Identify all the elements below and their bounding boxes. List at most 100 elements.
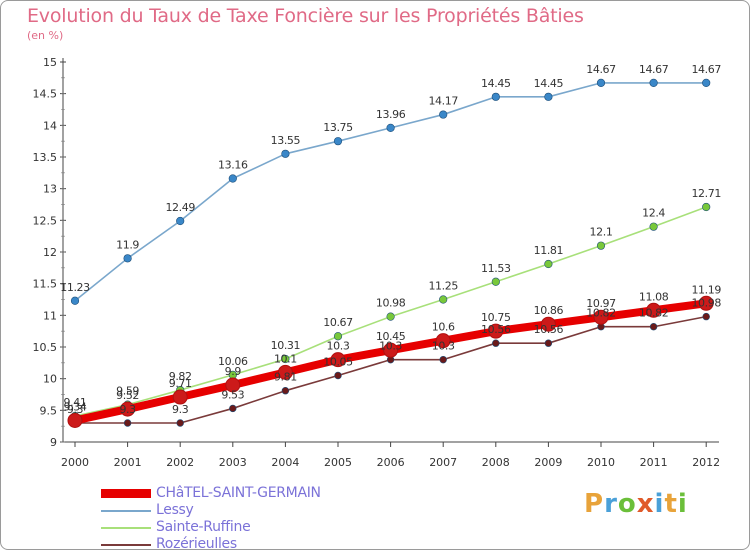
logo-letter: x bbox=[636, 489, 655, 519]
legend-swatch-rozerieulles bbox=[101, 544, 151, 546]
y-tick-label: 14 bbox=[43, 119, 57, 132]
data-point bbox=[649, 78, 658, 87]
data-point bbox=[439, 295, 448, 304]
data-label: 10.75 bbox=[481, 311, 511, 324]
data-label: 14.67 bbox=[691, 63, 721, 76]
data-label: 10.1 bbox=[274, 352, 297, 365]
data-point bbox=[330, 352, 346, 368]
x-tick-label: 2008 bbox=[482, 456, 510, 469]
data-point bbox=[439, 110, 448, 119]
data-label: 9.82 bbox=[169, 370, 192, 383]
data-point bbox=[225, 377, 241, 393]
y-tick-label: 10.5 bbox=[33, 341, 58, 354]
data-label: 11.53 bbox=[481, 262, 511, 275]
data-label: 13.16 bbox=[218, 159, 248, 172]
data-point bbox=[702, 78, 711, 87]
logo-letter: i bbox=[677, 489, 688, 519]
data-point bbox=[386, 312, 395, 321]
data-label: 11.81 bbox=[534, 244, 564, 257]
data-point bbox=[172, 389, 188, 405]
y-tick-label: 13.5 bbox=[33, 151, 58, 164]
x-tick-label: 2009 bbox=[534, 456, 562, 469]
data-label: 10.86 bbox=[534, 304, 564, 317]
data-point bbox=[281, 149, 290, 158]
data-point bbox=[702, 312, 710, 321]
data-label: 10.6 bbox=[432, 321, 455, 334]
data-point bbox=[435, 333, 451, 349]
data-point bbox=[333, 332, 343, 341]
data-point bbox=[492, 339, 500, 347]
y-tick-label: 9 bbox=[50, 436, 57, 449]
data-label: 10.31 bbox=[271, 339, 301, 352]
x-tick-label: 2007 bbox=[429, 456, 457, 469]
logo-letter: t bbox=[664, 489, 678, 519]
data-label: 11.9 bbox=[116, 238, 139, 251]
data-label: 10.56 bbox=[481, 323, 511, 336]
data-label: 11.25 bbox=[428, 280, 458, 293]
data-label: 12.1 bbox=[590, 226, 613, 239]
data-label: 10.67 bbox=[323, 316, 353, 329]
data-point bbox=[281, 354, 290, 364]
y-tick-label: 9.5 bbox=[40, 404, 58, 417]
data-label: 14.67 bbox=[586, 63, 616, 76]
data-label: 9.3 bbox=[172, 403, 189, 416]
data-point bbox=[649, 323, 658, 331]
data-label: 13.55 bbox=[271, 134, 301, 147]
data-point bbox=[67, 412, 83, 428]
data-label: 9.71 bbox=[169, 377, 192, 390]
data-label: 10.06 bbox=[218, 355, 248, 368]
legend-swatch-chatel bbox=[101, 489, 151, 498]
data-point bbox=[544, 259, 553, 269]
data-label: 9.59 bbox=[116, 385, 139, 398]
data-label: 10.82 bbox=[639, 307, 669, 320]
x-tick-label: 2006 bbox=[377, 456, 405, 469]
data-label: 9.81 bbox=[274, 371, 297, 384]
data-point bbox=[123, 419, 132, 427]
data-label: 9.53 bbox=[221, 388, 244, 401]
y-tick-label: 14.5 bbox=[33, 88, 58, 101]
legend-label-rozerieulles: Rozérieulles bbox=[156, 536, 237, 550]
data-point bbox=[540, 316, 556, 332]
x-tick-label: 2000 bbox=[61, 456, 89, 469]
data-point bbox=[488, 323, 504, 339]
data-point bbox=[386, 123, 395, 132]
x-tick-label: 2011 bbox=[640, 456, 668, 469]
x-tick-label: 2005 bbox=[324, 456, 352, 469]
y-tick-label: 12 bbox=[43, 246, 57, 259]
data-point bbox=[123, 254, 132, 263]
data-label: 10.3 bbox=[432, 340, 455, 353]
data-point bbox=[491, 277, 500, 286]
data-label: 14.17 bbox=[428, 95, 458, 108]
data-point bbox=[334, 371, 342, 380]
data-point bbox=[120, 401, 136, 417]
data-point bbox=[439, 355, 447, 364]
data-point bbox=[702, 202, 711, 212]
legend-swatch-lessy bbox=[101, 510, 151, 512]
x-tick-label: 2001 bbox=[114, 456, 142, 469]
y-tick-label: 11.5 bbox=[33, 278, 58, 291]
chart-title: Evolution du Taux de Taxe Foncière sur l… bbox=[27, 5, 584, 27]
logo-letter: P bbox=[584, 489, 605, 519]
data-label: 10.45 bbox=[376, 330, 406, 343]
legend-label-chatel: CHâTEL-SAINT-GERMAIN bbox=[156, 485, 321, 501]
data-label: 10.82 bbox=[586, 307, 616, 320]
data-point bbox=[176, 216, 185, 226]
data-point bbox=[646, 302, 662, 318]
data-label: 13.75 bbox=[323, 121, 353, 134]
data-label: 14.67 bbox=[639, 63, 669, 76]
data-point bbox=[228, 174, 237, 183]
data-label: 10.98 bbox=[691, 297, 721, 310]
data-label: 10.05 bbox=[323, 356, 353, 369]
data-point bbox=[593, 309, 609, 325]
data-point bbox=[277, 364, 293, 380]
y-tick-label: 10 bbox=[43, 373, 57, 386]
x-tick-label: 2003 bbox=[219, 456, 247, 469]
data-point bbox=[70, 296, 80, 305]
data-label: 11.19 bbox=[691, 283, 721, 296]
data-label: 11.08 bbox=[639, 290, 669, 303]
logo-letter: o bbox=[617, 489, 637, 519]
data-label: 12.49 bbox=[165, 201, 195, 214]
data-label: 9.3 bbox=[67, 403, 84, 416]
